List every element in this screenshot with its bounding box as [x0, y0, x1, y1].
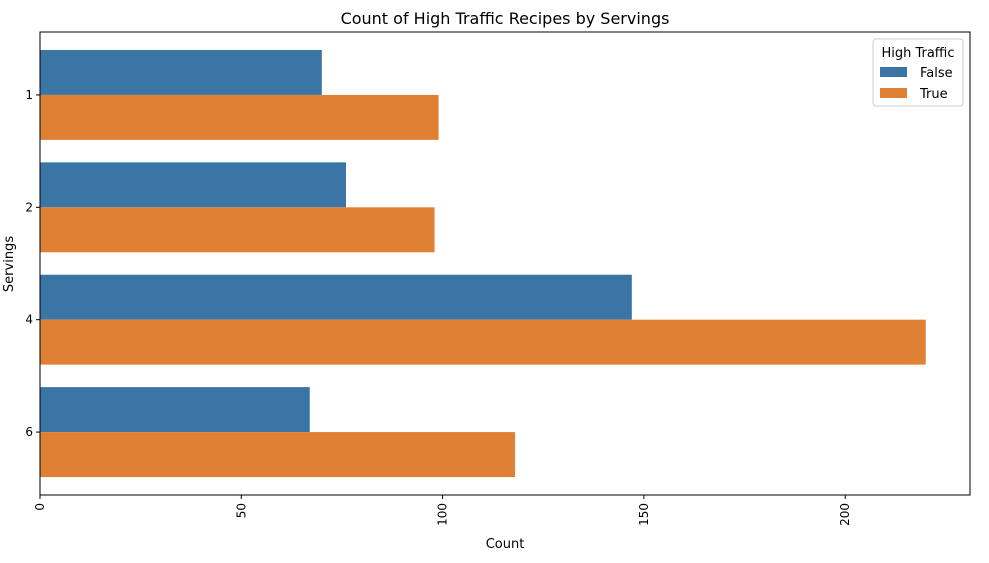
legend-items: False True — [880, 66, 953, 102]
x-tick-label-200: 200 — [838, 503, 852, 526]
legend: High Traffic False True — [872, 38, 964, 107]
bar-true-servings-2 — [40, 207, 435, 253]
bars-layer — [40, 49, 926, 478]
x-tick-label-100: 100 — [436, 503, 450, 526]
x-axis-label: Count — [486, 537, 525, 552]
y-tick-label-1: 1 — [25, 88, 33, 102]
legend-label-false: False — [920, 66, 953, 81]
bar-true-servings-6 — [40, 432, 516, 478]
legend-swatch-true — [880, 88, 907, 98]
chart-title: Count of High Traffic Recipes by Serving… — [341, 9, 670, 28]
plot-frame — [39, 31, 971, 496]
bar-true-servings-1 — [40, 94, 439, 140]
x-axis: 0 50 100 150 200 — [33, 495, 852, 526]
legend-label-true: True — [919, 87, 948, 102]
x-tick-label-50: 50 — [234, 503, 248, 518]
legend-title: High Traffic — [881, 46, 954, 61]
y-tick-label-6: 6 — [25, 425, 33, 439]
y-tick-label-4: 4 — [25, 313, 33, 327]
x-tick-label-150: 150 — [637, 503, 651, 526]
bar-false-servings-1 — [40, 49, 322, 95]
x-tick-label-0: 0 — [33, 503, 47, 511]
bar-true-servings-4 — [40, 319, 926, 365]
y-axis-label: Servings — [2, 236, 17, 292]
y-tick-label-2: 2 — [25, 200, 33, 214]
legend-swatch-false — [880, 67, 907, 77]
bar-false-servings-6 — [40, 387, 310, 433]
bar-false-servings-4 — [40, 274, 632, 320]
y-axis: 1 2 4 6 — [25, 88, 40, 439]
bar-false-servings-2 — [40, 162, 346, 208]
